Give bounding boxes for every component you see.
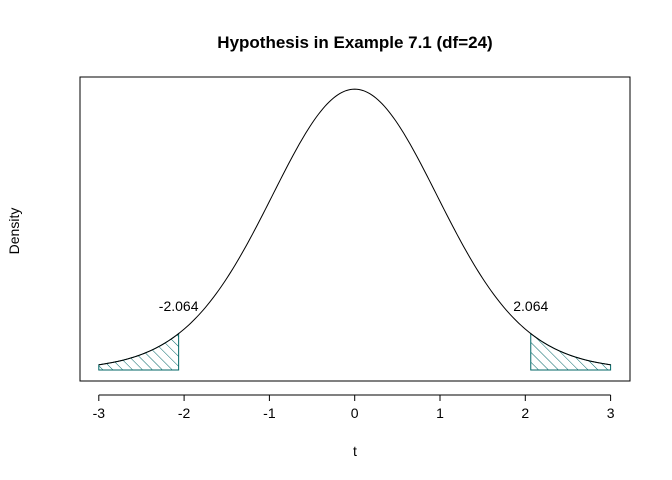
critical-value-label-left: -2.064 xyxy=(159,298,199,314)
density-curve xyxy=(98,88,611,366)
critical-value-label-right: 2.064 xyxy=(513,298,548,314)
chart-title: Hypothesis in Example 7.1 (df=24) xyxy=(217,33,492,52)
y-axis-label: Density xyxy=(6,208,22,255)
left-rejection-region xyxy=(98,332,180,371)
x-tick-label: 0 xyxy=(351,405,359,421)
x-tick-label: 1 xyxy=(436,405,444,421)
x-axis-label: t xyxy=(353,443,357,459)
x-tick-label: 3 xyxy=(607,405,615,421)
right-rejection-region xyxy=(530,332,612,371)
x-tick-label: -1 xyxy=(263,405,276,421)
x-tick-label: -3 xyxy=(93,405,106,421)
plot-frame xyxy=(79,76,631,382)
x-tick-label: 2 xyxy=(521,405,529,421)
x-tick-label: -2 xyxy=(178,405,191,421)
